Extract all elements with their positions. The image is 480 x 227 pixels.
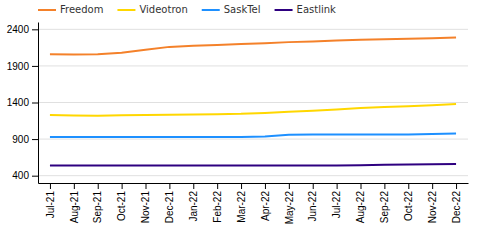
legend: Freedom Videotron SaskTel Eastlink (38, 4, 336, 15)
x-tick-label: Aug-21 (69, 191, 80, 224)
grid-line (38, 139, 468, 140)
x-tick-mark (74, 183, 75, 189)
grid-line (38, 175, 468, 176)
x-tick: Nov-22 (427, 183, 438, 223)
x-tick: Aug-21 (69, 183, 80, 223)
x-tick-label: Jan-22 (188, 191, 199, 222)
x-tick-label: Nov-22 (427, 191, 438, 224)
x-tick-label: Dec-22 (451, 191, 462, 224)
legend-label: Videotron (139, 4, 187, 15)
x-tick-mark (265, 183, 266, 189)
x-tick-mark (456, 183, 457, 189)
legend-swatch (202, 9, 220, 11)
x-tick: Dec-22 (451, 183, 462, 223)
x-tick-mark (146, 183, 147, 189)
legend-label: Freedom (60, 4, 103, 15)
y-tick: 400 (12, 170, 38, 181)
x-tick-mark (50, 183, 51, 189)
x-tick-label: Nov-21 (140, 191, 151, 224)
x-tick: Oct-22 (403, 183, 414, 221)
y-axis-line (38, 23, 39, 184)
legend-item: SaskTel (202, 4, 261, 15)
x-tick: Apr-22 (260, 183, 271, 221)
x-tick: Feb-22 (212, 183, 223, 223)
x-tick: Jul-22 (331, 183, 342, 218)
series-line (50, 164, 456, 166)
x-tick: Jun-22 (307, 183, 318, 222)
grid (38, 29, 468, 175)
plot: 400 900 1400 1900 2400 Jul-21 Aug-21 Sep-21 Oct-… (7, 23, 469, 225)
x-tick-mark (432, 183, 433, 189)
series-line (50, 38, 456, 55)
y-tick-label: 400 (12, 170, 29, 181)
x-tick: Aug-22 (355, 183, 366, 223)
y-tick-mark (32, 103, 38, 104)
x-tick-label: Feb-22 (212, 191, 223, 223)
x-tick-label: Aug-22 (355, 191, 366, 224)
x-tick-mark (169, 183, 170, 189)
x-tick-label: Sep-21 (92, 191, 103, 224)
x-tick-mark (408, 183, 409, 189)
x-tick-label: Oct-21 (116, 191, 127, 221)
grid-line (38, 65, 468, 66)
x-tick-label: Jun-22 (307, 191, 318, 222)
y-tick: 900 (12, 134, 38, 145)
grid-line (38, 29, 468, 30)
legend-label: SaskTel (224, 4, 261, 15)
x-tick-label: Oct-22 (403, 191, 414, 221)
x-tick-mark (98, 183, 99, 189)
x-tick-label: Dec-21 (164, 191, 175, 224)
legend-swatch (117, 9, 135, 11)
x-axis-line (39, 183, 469, 184)
legend-swatch (38, 9, 56, 11)
legend-item: Videotron (117, 4, 187, 15)
y-tick-label: 1400 (7, 97, 30, 108)
y-tick-mark (32, 176, 38, 177)
lines (50, 38, 456, 166)
x-tick-label: May-22 (284, 191, 295, 225)
series-line (50, 134, 456, 137)
chart: 400 900 1400 1900 2400 Jul-21 Aug-21 Sep-21 Oct-… (0, 0, 480, 227)
x-tick-mark (122, 183, 123, 189)
x-tick: Oct-21 (116, 183, 127, 221)
x-tick-mark (289, 183, 290, 189)
y-tick-label: 2400 (7, 24, 30, 35)
x-tick: Dec-21 (164, 183, 175, 223)
x-tick-mark (313, 183, 314, 189)
legend-item: Eastlink (275, 4, 336, 15)
y-tick-label: 900 (12, 134, 29, 145)
x-tick-label: Jul-22 (331, 191, 342, 219)
y-tick: 2400 (7, 24, 38, 35)
legend-label: Eastlink (297, 4, 336, 15)
x-tick-mark (217, 183, 218, 189)
x-tick-mark (337, 183, 338, 189)
x-tick: May-22 (284, 183, 295, 224)
x-tick-mark (193, 183, 194, 189)
x-tick: Nov-21 (140, 183, 151, 223)
grid-line (38, 102, 468, 103)
y-tick-mark (32, 66, 38, 67)
x-tick: Jul-21 (45, 183, 56, 218)
x-tick-mark (241, 183, 242, 189)
legend-swatch (275, 9, 293, 11)
x-tick: Mar-22 (236, 183, 247, 223)
x-tick-label: Apr-22 (260, 191, 271, 221)
y-tick-mark (32, 29, 38, 30)
x-tick-mark (384, 183, 385, 189)
y-tick: 1900 (7, 61, 38, 72)
x-tick: Sep-22 (379, 183, 390, 223)
legend-item: Freedom (38, 4, 103, 15)
x-tick-label: Sep-22 (379, 191, 390, 224)
y-tick-label: 1900 (7, 61, 30, 72)
x-tick: Sep-21 (92, 183, 103, 223)
y-axis: 400 900 1400 1900 2400 (7, 23, 39, 184)
x-tick-mark (361, 183, 362, 189)
x-axis: Jul-21 Aug-21 Sep-21 Oct-21 Nov-21 Dec-21 Jan-… (39, 183, 469, 224)
x-tick-label: Mar-22 (236, 191, 247, 223)
x-tick-label: Jul-21 (45, 191, 56, 219)
y-tick-mark (32, 139, 38, 140)
x-tick: Jan-22 (188, 183, 199, 222)
y-tick: 1400 (7, 97, 38, 108)
series-line (50, 104, 456, 116)
